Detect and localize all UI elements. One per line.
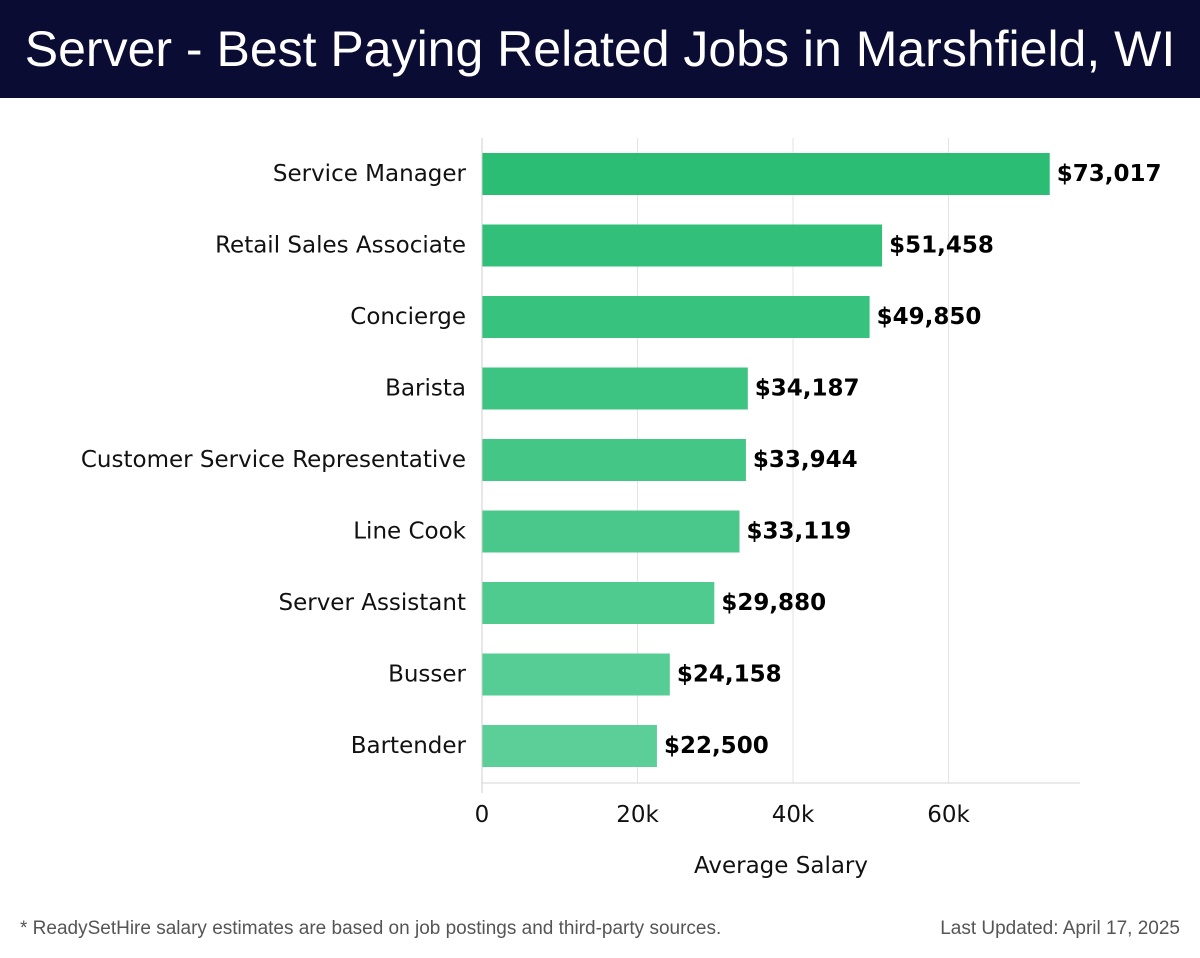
value-label: $33,944 [753, 447, 858, 473]
bar [482, 725, 657, 767]
x-tick-label: 40k [772, 802, 815, 828]
category-label: Customer Service Representative [81, 447, 466, 473]
labels: Service Manager $73,017 Retail Sales Assoc… [81, 161, 1162, 828]
bar [482, 439, 746, 481]
value-label: $29,880 [721, 590, 826, 616]
header-banner: Server - Best Paying Related Jobs in Mar… [0, 0, 1200, 98]
value-label: $49,850 [877, 304, 982, 330]
bar [482, 296, 870, 338]
last-updated: Last Updated: April 17, 2025 [940, 918, 1180, 939]
bar [482, 510, 740, 553]
category-label: Barista [385, 376, 466, 402]
bar-chart: Service Manager $73,017 Retail Sales Assoc… [81, 138, 1162, 879]
category-label: Line Cook [353, 519, 466, 545]
value-label: $33,119 [747, 519, 852, 545]
bars [482, 153, 1050, 767]
value-label: $22,500 [664, 733, 769, 759]
bar [482, 582, 715, 624]
bar [482, 367, 748, 410]
bar [482, 153, 1050, 195]
category-label: Retail Sales Associate [215, 233, 466, 259]
category-label: Busser [388, 662, 466, 688]
x-tick-label: 0 [475, 802, 490, 828]
category-label: Service Manager [273, 161, 467, 187]
value-label: $34,187 [755, 376, 860, 402]
value-label: $24,158 [677, 662, 782, 688]
x-tick-label: 20k [616, 802, 659, 828]
category-label: Bartender [351, 733, 467, 759]
bar [482, 224, 883, 267]
category-label: Server Assistant [278, 590, 466, 616]
x-tick-label: 60k [927, 802, 970, 828]
value-label: $73,017 [1057, 161, 1162, 187]
category-label: Concierge [350, 304, 466, 330]
x-axis-title: Average Salary [694, 853, 868, 879]
axes [481, 138, 1080, 793]
bar [482, 653, 670, 696]
value-label: $51,458 [889, 233, 994, 259]
footer-note: * ReadySetHire salary estimates are base… [20, 918, 722, 939]
chart-title: Server - Best Paying Related Jobs in Mar… [24, 21, 1176, 77]
